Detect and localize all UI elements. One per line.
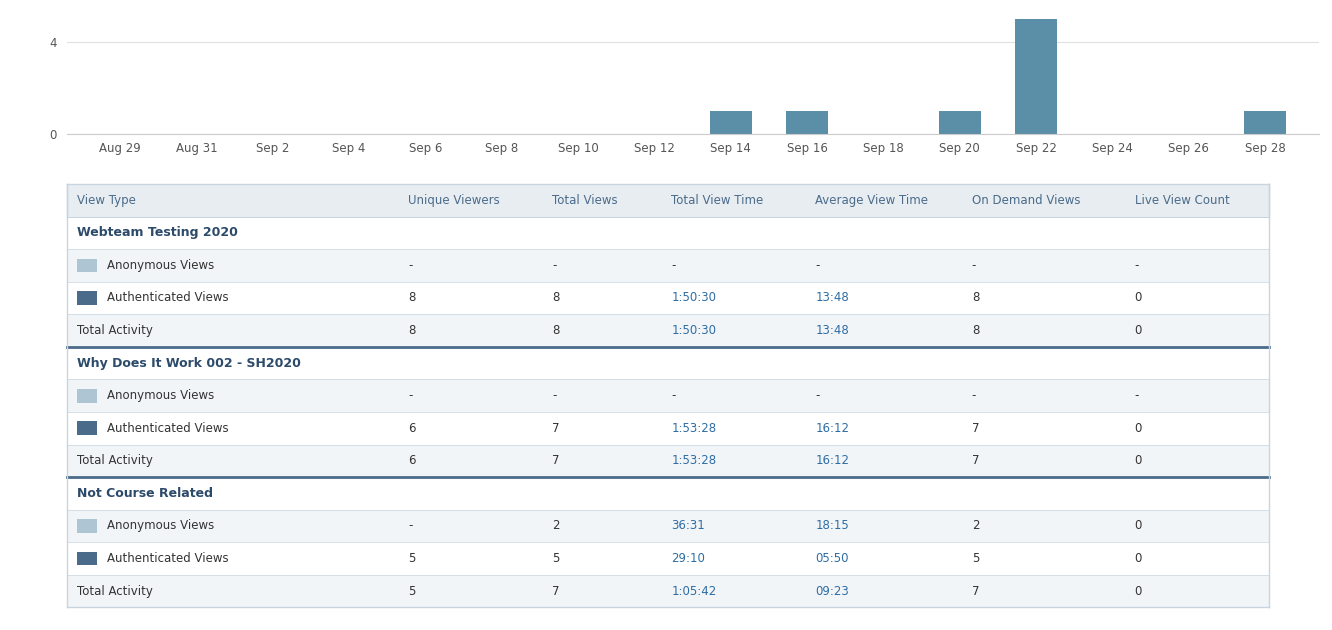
Text: -: -	[409, 259, 413, 272]
Text: 6: 6	[409, 421, 416, 435]
Text: 05:50: 05:50	[815, 552, 848, 565]
Text: 2: 2	[553, 520, 559, 532]
Text: Anonymous Views: Anonymous Views	[107, 259, 214, 272]
Text: Webteam Testing 2020: Webteam Testing 2020	[77, 226, 237, 239]
Text: Not Course Related: Not Course Related	[77, 487, 213, 500]
Text: 5: 5	[409, 585, 416, 598]
Bar	[67, 445, 1268, 477]
Text: 8: 8	[553, 292, 559, 304]
Text: 8: 8	[553, 324, 559, 337]
Text: 18:15: 18:15	[815, 520, 848, 532]
Text: 0: 0	[1135, 454, 1142, 467]
Bar	[67, 249, 1268, 282]
Bar	[1244, 111, 1287, 134]
Text: 2: 2	[972, 520, 979, 532]
Bar	[77, 421, 97, 435]
Text: Anonymous Views: Anonymous Views	[107, 520, 214, 532]
Text: Authenticated Views: Authenticated Views	[107, 292, 228, 304]
Text: -: -	[815, 389, 819, 402]
Text: Live View Count: Live View Count	[1135, 194, 1229, 207]
Text: 1:53:28: 1:53:28	[671, 454, 717, 467]
Bar	[67, 477, 1268, 510]
Text: 29:10: 29:10	[671, 552, 705, 565]
Text: -: -	[671, 389, 675, 402]
Text: 7: 7	[553, 454, 559, 467]
Text: 0: 0	[1135, 324, 1142, 337]
Text: 8: 8	[972, 292, 979, 304]
Text: 7: 7	[972, 454, 979, 467]
Text: -: -	[409, 389, 413, 402]
Bar	[67, 314, 1268, 347]
Text: -: -	[553, 259, 557, 272]
Text: 16:12: 16:12	[815, 454, 850, 467]
Text: Authenticated Views: Authenticated Views	[107, 552, 228, 565]
Text: Total Activity: Total Activity	[77, 585, 152, 598]
Text: 7: 7	[972, 421, 979, 435]
Text: Average View Time: Average View Time	[815, 194, 928, 207]
Bar	[77, 291, 97, 305]
Text: View Type: View Type	[77, 194, 136, 207]
Text: 5: 5	[972, 552, 979, 565]
Text: 36:31: 36:31	[671, 520, 705, 532]
Text: -: -	[553, 389, 557, 402]
Text: 1:05:42: 1:05:42	[671, 585, 717, 598]
Bar	[67, 510, 1268, 542]
Text: 7: 7	[972, 585, 979, 598]
Text: 1:50:30: 1:50:30	[671, 292, 717, 304]
Text: -: -	[815, 259, 819, 272]
Text: 13:48: 13:48	[815, 324, 848, 337]
Text: On Demand Views: On Demand Views	[972, 194, 1080, 207]
Text: Authenticated Views: Authenticated Views	[107, 421, 228, 435]
Text: -: -	[972, 259, 976, 272]
Text: 5: 5	[409, 552, 416, 565]
Text: 09:23: 09:23	[815, 585, 848, 598]
Bar	[77, 552, 97, 565]
Bar	[67, 542, 1268, 575]
Bar	[67, 347, 1268, 379]
Bar	[77, 519, 97, 533]
Bar	[67, 217, 1268, 249]
Text: -: -	[1135, 389, 1139, 402]
Text: Total Activity: Total Activity	[77, 324, 152, 337]
Bar	[67, 282, 1268, 314]
Text: 0: 0	[1135, 292, 1142, 304]
Bar	[67, 575, 1268, 607]
Text: 0: 0	[1135, 421, 1142, 435]
Text: -: -	[1135, 259, 1139, 272]
Text: Unique Viewers: Unique Viewers	[409, 194, 501, 207]
Text: 1:50:30: 1:50:30	[671, 324, 717, 337]
Bar	[786, 111, 829, 134]
Bar	[67, 184, 1268, 217]
Text: 5: 5	[553, 552, 559, 565]
Text: 7: 7	[553, 421, 559, 435]
Text: -: -	[409, 520, 413, 532]
Text: 6: 6	[409, 454, 416, 467]
Text: 16:12: 16:12	[815, 421, 850, 435]
Bar	[939, 111, 980, 134]
Bar	[77, 389, 97, 403]
Text: 13:48: 13:48	[815, 292, 848, 304]
Text: 1:53:28: 1:53:28	[671, 421, 717, 435]
Text: 7: 7	[553, 585, 559, 598]
Bar	[77, 258, 97, 272]
Text: Total Views: Total Views	[553, 194, 618, 207]
Text: Total Activity: Total Activity	[77, 454, 152, 467]
Text: -: -	[671, 259, 675, 272]
Bar	[1015, 19, 1058, 134]
Text: 8: 8	[409, 324, 416, 337]
Text: Anonymous Views: Anonymous Views	[107, 389, 214, 402]
Text: 8: 8	[972, 324, 979, 337]
Text: 8: 8	[409, 292, 416, 304]
Text: 0: 0	[1135, 552, 1142, 565]
Bar	[710, 111, 751, 134]
Text: Total View Time: Total View Time	[671, 194, 763, 207]
Text: -: -	[972, 389, 976, 402]
Text: 0: 0	[1135, 585, 1142, 598]
Text: 0: 0	[1135, 520, 1142, 532]
Text: Why Does It Work 002 - SH2020: Why Does It Work 002 - SH2020	[77, 357, 301, 370]
Bar	[67, 379, 1268, 412]
Bar	[67, 412, 1268, 445]
